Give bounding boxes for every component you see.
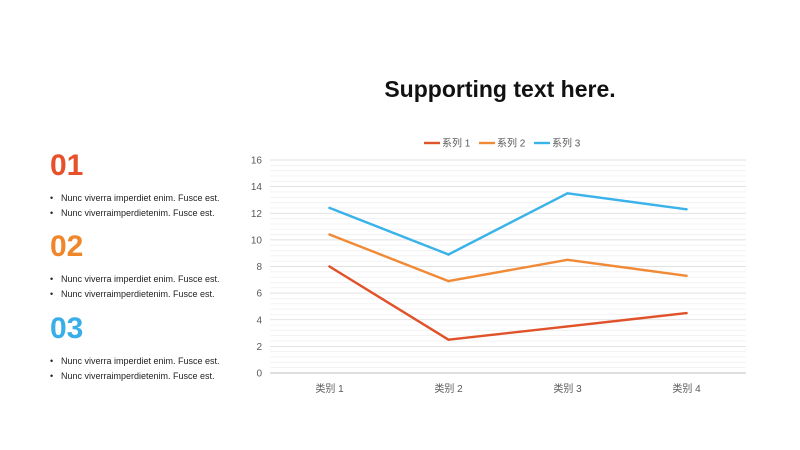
x-tick-label: 类别 4	[672, 382, 701, 395]
series-line	[328, 265, 688, 341]
data-point	[328, 206, 331, 210]
bullet-item: Nunc viverraimperdietenim. Fusce est.	[50, 369, 280, 384]
y-tick-label: 2	[256, 342, 262, 353]
bullet-item: Nunc viverra imperdiet enim. Fusce est.	[50, 191, 280, 206]
bullet-list: Nunc viverra imperdiet enim. Fusce est. …	[50, 272, 280, 301]
data-point	[566, 325, 569, 328]
section-number: 03	[50, 312, 84, 345]
bullet-item: Nunc viverraimperdietenim. Fusce est.	[50, 206, 280, 221]
data-point	[685, 274, 688, 278]
y-tick-label: 16	[251, 156, 263, 167]
section-02: 02 Nunc viverra imperdiet enim. Fusce es…	[50, 232, 280, 301]
data-point	[447, 279, 450, 283]
data-point	[685, 311, 688, 315]
section-03: 03 Nunc viverra imperdiet enim. Fusce es…	[50, 314, 280, 383]
bullet-item: Nunc viverra imperdiet enim. Fusce est.	[50, 272, 280, 287]
y-tick-label: 0	[256, 369, 262, 380]
bullet-list: Nunc viverra imperdiet enim. Fusce est. …	[50, 354, 280, 383]
data-point	[685, 208, 688, 211]
data-point	[447, 338, 450, 341]
bullet-item: Nunc viverraimperdietenim. Fusce est.	[50, 287, 280, 302]
slide-title: Supporting text here.	[384, 76, 616, 102]
series-line	[328, 233, 688, 283]
data-point	[566, 258, 569, 262]
series-line	[328, 192, 688, 256]
y-tick-label: 6	[256, 289, 262, 300]
legend-label: 系列 1	[442, 137, 471, 150]
bullet-item: Nunc viverra imperdiet enim. Fusce est.	[50, 354, 280, 369]
legend-label: 系列 3	[552, 137, 581, 150]
y-tick-label: 4	[256, 315, 262, 326]
y-tick-label: 8	[256, 262, 262, 273]
y-tick-label: 10	[251, 235, 263, 246]
x-tick-label: 类别 3	[553, 382, 582, 395]
section-number: 02	[50, 230, 84, 263]
data-point	[447, 253, 450, 256]
data-point	[566, 192, 569, 195]
x-tick-label: 类别 1	[315, 382, 344, 395]
data-point	[328, 265, 331, 268]
section-01: 01 Nunc viverra imperdiet enim. Fusce es…	[50, 151, 280, 220]
y-tick-label: 12	[251, 209, 263, 220]
section-number: 01	[50, 149, 84, 182]
bullet-list: Nunc viverra imperdiet enim. Fusce est. …	[50, 191, 280, 220]
x-tick-label: 类别 2	[434, 382, 463, 395]
legend-label: 系列 2	[497, 137, 526, 150]
data-point	[328, 233, 331, 236]
y-tick-label: 14	[251, 182, 263, 193]
